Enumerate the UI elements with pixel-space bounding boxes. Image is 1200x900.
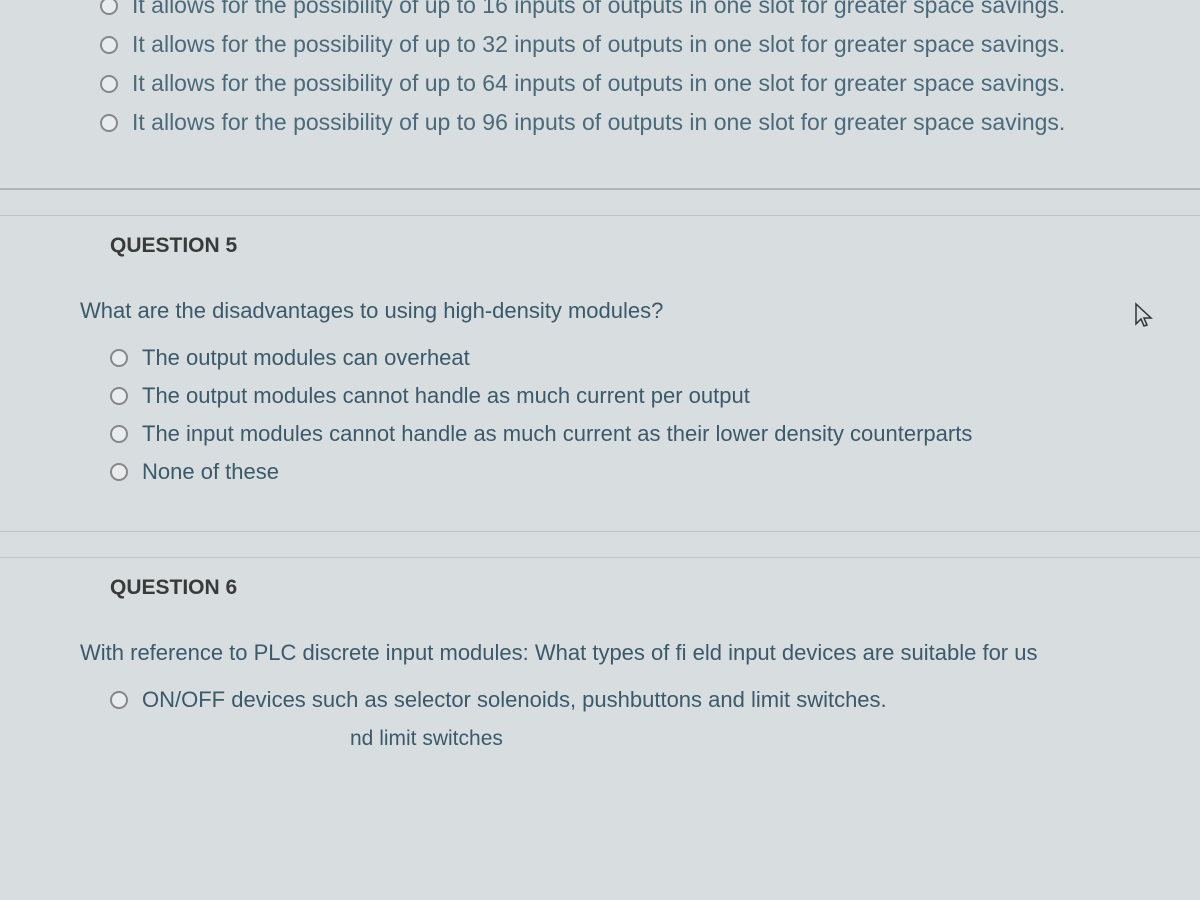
radio-icon[interactable] xyxy=(110,349,128,367)
option-row[interactable]: ON/OFF devices such as selector solenoid… xyxy=(0,681,1200,719)
option-row[interactable]: It allows for the possibility of up to 3… xyxy=(0,21,1200,60)
radio-icon[interactable] xyxy=(100,75,118,93)
option-label: It allows for the possibility of up to 9… xyxy=(132,109,1065,136)
cursor-icon xyxy=(1133,302,1155,337)
question-header: QUESTION 6 xyxy=(0,558,1200,610)
option-row[interactable]: The output modules can overheat xyxy=(0,339,1200,377)
option-label: None of these xyxy=(142,459,279,485)
option-row[interactable]: It allows for the possibility of up to 9… xyxy=(0,99,1200,138)
option-label: ON/OFF devices such as selector solenoid… xyxy=(142,687,887,713)
option-row[interactable]: The input modules cannot handle as much … xyxy=(0,415,1200,453)
option-row[interactable]: None of these xyxy=(0,453,1200,491)
question-text: With reference to PLC discrete input mod… xyxy=(0,610,1200,681)
option-label: The input modules cannot handle as much … xyxy=(142,421,972,447)
question-5-block: QUESTION 5 What are the disadvantages to… xyxy=(0,216,1200,491)
question-text: What are the disadvantages to using high… xyxy=(0,268,1200,339)
option-label: It allows for the possibility of up to 6… xyxy=(132,70,1065,97)
option-row[interactable]: It allows for the possibility of up to 6… xyxy=(0,60,1200,99)
radio-icon[interactable] xyxy=(100,0,118,15)
option-label: The output modules can overheat xyxy=(142,345,470,371)
option-row[interactable]: It allows for the possibility of up to 1… xyxy=(0,0,1200,21)
question-4-partial: It allows for the possibility of up to 1… xyxy=(0,0,1200,188)
question-header: QUESTION 5 xyxy=(0,216,1200,268)
radio-icon[interactable] xyxy=(110,387,128,405)
radio-icon[interactable] xyxy=(110,425,128,443)
option-label: It allows for the possibility of up to 1… xyxy=(132,0,1065,19)
radio-icon[interactable] xyxy=(110,691,128,709)
option-label: It allows for the possibility of up to 3… xyxy=(132,31,1065,58)
radio-icon[interactable] xyxy=(110,463,128,481)
option-row[interactable]: The output modules cannot handle as much… xyxy=(0,377,1200,415)
option-label: The output modules cannot handle as much… xyxy=(142,383,750,409)
cutoff-text: nd limit switches xyxy=(0,719,1200,751)
question-6-block: QUESTION 6 With reference to PLC discret… xyxy=(0,558,1200,751)
radio-icon[interactable] xyxy=(100,114,118,132)
radio-icon[interactable] xyxy=(100,36,118,54)
